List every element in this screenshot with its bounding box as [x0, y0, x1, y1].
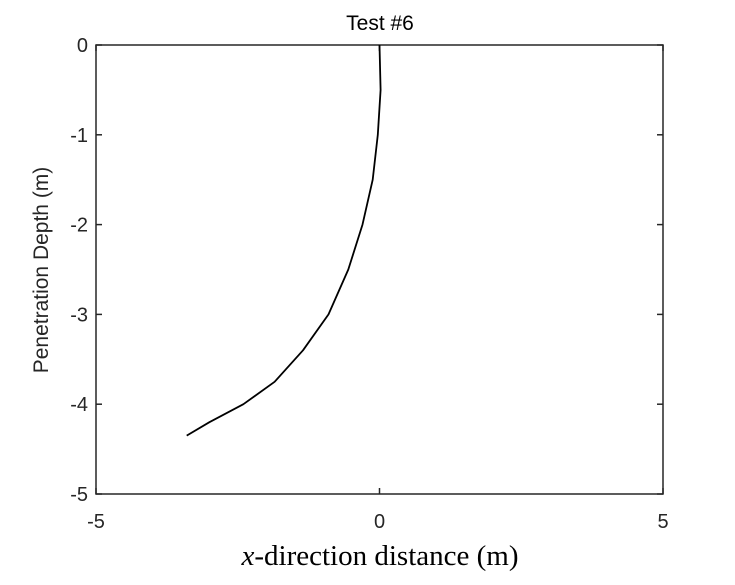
y-axis-label: Penetration Depth (m)	[30, 167, 53, 374]
x-axis-label-text: -direction distance (m)	[254, 540, 518, 572]
chart-title: Test #6	[346, 12, 414, 35]
y-tick-label: -2	[70, 215, 88, 237]
y-tick-label: -5	[70, 484, 88, 506]
x-axis-label-variable: x	[241, 540, 255, 572]
y-tick-label: -4	[70, 394, 88, 416]
plot-area: -5 0 5 0 -1 -2 -3 -4 -5	[70, 35, 668, 533]
x-tick-label: 0	[374, 511, 385, 533]
x-tick-label: -5	[87, 511, 105, 533]
x-axis-label: x-direction distance (m)	[241, 540, 519, 572]
y-tick-label: -3	[70, 304, 88, 326]
y-tick-label: 0	[77, 35, 88, 57]
series-line	[186, 44, 382, 437]
x-tick-label: 5	[657, 511, 668, 533]
y-tick-label: -1	[70, 125, 88, 147]
